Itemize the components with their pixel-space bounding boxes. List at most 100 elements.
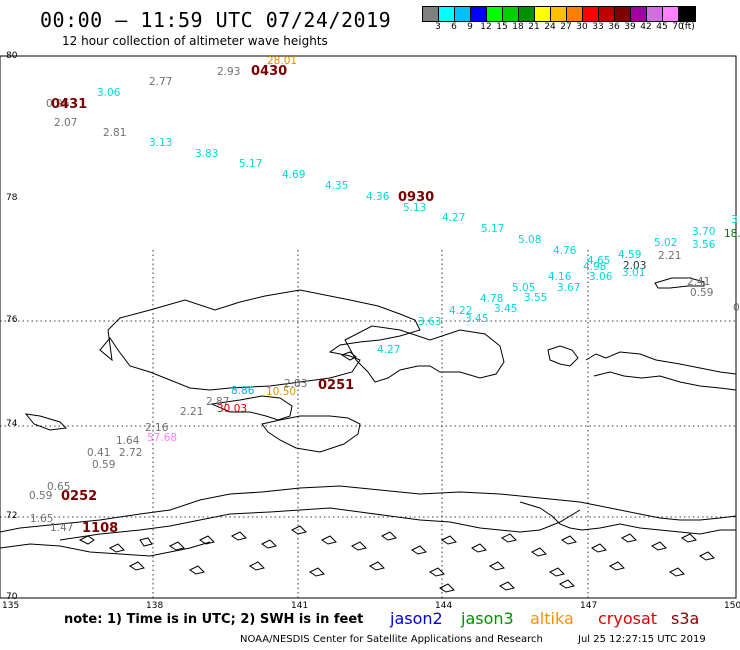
wave-height-label: 4.76 [553, 245, 577, 257]
legend-swatch [455, 7, 471, 21]
wave-height-label: 3.45 [465, 313, 489, 325]
coast-lake-29 [549, 567, 565, 577]
wave-height-label: 5.17 [239, 158, 263, 170]
lat-label-72: 72 [6, 511, 18, 521]
coast-lake-18 [591, 543, 607, 553]
coast-new-siberian-islands [99, 289, 421, 391]
wave-height-label: 4.27 [377, 344, 401, 356]
wave-height-label: 3.70 [692, 226, 716, 238]
lon-label-150: 150 [724, 601, 740, 611]
coast-east-cape [593, 371, 737, 391]
wave-height-label: 8.86 [231, 385, 255, 397]
wave-height-label: 0.65 [47, 481, 71, 493]
legend-label: 24 [544, 22, 556, 32]
legend-swatch [679, 7, 695, 21]
satellite-legend-cryosat: cryosat [598, 609, 658, 628]
coast-lake-14 [471, 543, 487, 553]
coast-northeast-isle [654, 277, 705, 289]
legend-swatch [567, 7, 583, 21]
wave-height-label: 2.77 [149, 76, 173, 88]
coast-lake-7 [261, 539, 277, 549]
legend-label: 33 [592, 22, 604, 32]
wave-height-label: 2.07 [54, 117, 78, 129]
coast-lake-26 [369, 561, 385, 571]
coast-mainland [0, 485, 737, 533]
wave-height-label: 2.93 [217, 66, 241, 78]
wave-height-label: 3.06 [589, 271, 613, 283]
coast-lake-22 [129, 561, 145, 571]
wave-height-label: 18. [724, 228, 740, 240]
lat-label-80: 80 [6, 51, 18, 61]
legend-label: (ft) [681, 22, 695, 32]
legend-swatch [471, 7, 487, 21]
wave-height-label: 2.87 [206, 396, 230, 408]
coast-lake-3 [139, 537, 153, 547]
coast-lake-34 [499, 581, 515, 591]
map-frame [0, 55, 737, 599]
legend-swatch [647, 7, 663, 21]
wave-height-label: 1.64 [116, 435, 140, 447]
page-subtitle: 12 hour collection of altimeter wave hei… [62, 34, 328, 48]
wave-height-label: 5.05 [512, 282, 536, 294]
wave-height-label: 4.59 [618, 249, 642, 261]
coast-east-bays [585, 351, 737, 375]
wave-height-label: 2.21 [180, 406, 204, 418]
coast-lake-19 [621, 533, 637, 543]
legend-swatch [583, 7, 599, 21]
legend-swatch [503, 7, 519, 21]
wave-height-label: 3.13 [149, 137, 173, 149]
wave-height-label: 3.06 [97, 87, 121, 99]
legend-swatch [519, 7, 535, 21]
satellite-legend-jason3: jason3 [461, 609, 514, 628]
coast-small-island-north [340, 351, 357, 361]
coast-lake-11 [381, 531, 397, 541]
wave-height-label: 0 [733, 302, 740, 314]
coast-kolyma-delta [519, 501, 736, 535]
wave-height-label: 4.69 [282, 169, 306, 181]
legend-swatch [631, 7, 647, 21]
wave-height-label: 3.56 [692, 239, 716, 251]
wave-height-label: 4.35 [325, 180, 349, 192]
legend-label: 39 [624, 22, 636, 32]
wave-height-label: 4.27 [442, 212, 466, 224]
wave-height-label: 0.59 [29, 490, 53, 502]
legend-label: 70 [672, 22, 684, 32]
coast-lake-8 [291, 525, 307, 535]
coast-lake-24 [249, 561, 265, 571]
satellite-legend-jason2: jason2 [390, 609, 443, 628]
wave-height-label: 4.16 [548, 271, 572, 283]
lon-label-147: 147 [580, 601, 598, 611]
wave-height-label: 5.02 [654, 237, 678, 249]
wave-height-label: 2.41 [687, 276, 711, 288]
wave-height-label: 4.65 [587, 255, 611, 267]
legend-swatch [663, 7, 679, 21]
coast-lake-23 [189, 565, 205, 575]
legend-label: 3 [435, 22, 441, 32]
wave-height-label: 2.16 [145, 422, 169, 434]
wave-height-label: 10.50 [266, 386, 297, 398]
pass-time-label: 0251 [318, 378, 355, 393]
wave-height-label: 2.21 [658, 250, 682, 262]
coast-lake-31 [669, 567, 685, 577]
wave-height-label: 5.08 [518, 234, 542, 246]
coast-lake-35 [439, 583, 455, 593]
satellite-legend-s3a: s3a [671, 609, 700, 628]
wave-height-label: 0.96 [46, 98, 70, 110]
coast-lake-6 [231, 531, 247, 541]
coast-lake-4 [169, 541, 185, 551]
coastlines [0, 277, 737, 593]
legend-label: 9 [467, 22, 473, 32]
coast-lake-1 [78, 535, 95, 545]
wave-height-label: 3.67 [557, 282, 581, 294]
legend-swatch [487, 7, 503, 21]
pass-time-label: 0431 [51, 97, 88, 112]
wave-height-label: 2.03 [623, 260, 647, 272]
wave-height-label: 28.01 [267, 55, 298, 67]
wave-height-label: 3 [731, 214, 738, 226]
coast-lake-10 [351, 541, 367, 551]
coast-lake-28 [489, 561, 505, 571]
coast-lake-17 [561, 535, 577, 545]
wave-height-label: 2.81 [103, 127, 127, 139]
satellite-legend-altika: altika [530, 609, 574, 628]
coast-lake-33 [559, 579, 575, 589]
